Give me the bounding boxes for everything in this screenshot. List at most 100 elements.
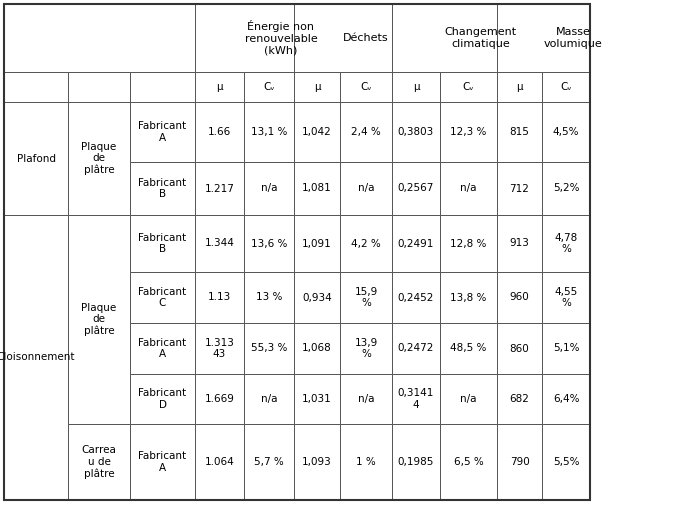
- Bar: [4, 215, 68, 500]
- Text: n/a: n/a: [460, 394, 477, 404]
- Bar: [244, 102, 294, 162]
- Text: Déchets: Déchets: [343, 33, 389, 43]
- Text: 6,5 %: 6,5 %: [453, 457, 484, 467]
- Text: n/a: n/a: [261, 394, 277, 404]
- Text: 12,3 %: 12,3 %: [450, 127, 486, 137]
- Text: 1.344: 1.344: [204, 238, 235, 248]
- Bar: [130, 162, 195, 215]
- Text: Fabricant
A: Fabricant A: [139, 451, 187, 473]
- Text: 0,2472: 0,2472: [398, 344, 434, 353]
- Text: 1,081: 1,081: [302, 184, 332, 194]
- Text: Fabricant
B: Fabricant B: [139, 233, 187, 255]
- Bar: [440, 323, 497, 374]
- Text: 790: 790: [510, 457, 530, 467]
- Text: 815: 815: [510, 127, 530, 137]
- Bar: [392, 272, 440, 323]
- Text: 1,091: 1,091: [302, 238, 332, 248]
- Bar: [244, 215, 294, 272]
- Bar: [542, 272, 590, 323]
- Text: 860: 860: [510, 344, 530, 353]
- Text: 0,934: 0,934: [302, 293, 332, 303]
- Bar: [244, 424, 294, 500]
- Text: Cᵥ: Cᵥ: [560, 82, 572, 92]
- Bar: [294, 72, 340, 102]
- Text: 1,068: 1,068: [302, 344, 332, 353]
- Bar: [294, 272, 340, 323]
- Bar: [440, 374, 497, 424]
- Bar: [392, 4, 497, 72]
- Bar: [392, 323, 440, 374]
- Text: n/a: n/a: [358, 184, 375, 194]
- Bar: [542, 72, 590, 102]
- Bar: [440, 215, 497, 272]
- Bar: [340, 272, 392, 323]
- Text: 1.064: 1.064: [204, 457, 235, 467]
- Text: µ: µ: [314, 82, 320, 92]
- Text: µ: µ: [413, 82, 419, 92]
- Bar: [294, 4, 392, 72]
- Bar: [130, 215, 195, 272]
- Bar: [130, 72, 195, 102]
- Bar: [392, 374, 440, 424]
- Text: Fabricant
C: Fabricant C: [139, 286, 187, 308]
- Bar: [130, 374, 195, 424]
- Text: Changement
climatique: Changement climatique: [445, 27, 517, 49]
- Text: Carrea
u de
plâtre: Carrea u de plâtre: [82, 445, 117, 479]
- Bar: [244, 374, 294, 424]
- Text: 0,2452: 0,2452: [398, 293, 434, 303]
- Bar: [294, 424, 340, 500]
- Text: 5,2%: 5,2%: [553, 184, 579, 194]
- Text: 0,3803: 0,3803: [398, 127, 434, 137]
- Bar: [340, 424, 392, 500]
- Bar: [392, 215, 440, 272]
- Bar: [340, 215, 392, 272]
- Bar: [440, 162, 497, 215]
- Text: µ: µ: [516, 82, 523, 92]
- Text: 1.66: 1.66: [208, 127, 231, 137]
- Bar: [440, 102, 497, 162]
- Text: 1,031: 1,031: [302, 394, 332, 404]
- Bar: [4, 72, 68, 102]
- Text: Fabricant
A: Fabricant A: [139, 121, 187, 143]
- Text: 4,5%: 4,5%: [553, 127, 579, 137]
- Bar: [440, 272, 497, 323]
- Bar: [244, 323, 294, 374]
- Bar: [68, 215, 130, 424]
- Bar: [440, 72, 497, 102]
- Bar: [294, 215, 340, 272]
- Bar: [195, 102, 244, 162]
- Text: Plafond: Plafond: [16, 154, 56, 163]
- Bar: [392, 162, 440, 215]
- Bar: [542, 424, 590, 500]
- Bar: [4, 4, 590, 500]
- Bar: [542, 215, 590, 272]
- Text: 15,9
%: 15,9 %: [355, 286, 377, 308]
- Text: Plaque
de
plâtre: Plaque de plâtre: [82, 303, 117, 337]
- Text: Masse
volumique: Masse volumique: [543, 27, 602, 49]
- Text: 1 %: 1 %: [356, 457, 376, 467]
- Bar: [195, 323, 244, 374]
- Bar: [195, 215, 244, 272]
- Text: 0,2567: 0,2567: [398, 184, 434, 194]
- Bar: [542, 162, 590, 215]
- Bar: [542, 323, 590, 374]
- Bar: [497, 374, 542, 424]
- Text: 1.217: 1.217: [204, 184, 235, 194]
- Bar: [195, 72, 244, 102]
- Bar: [244, 272, 294, 323]
- Text: 12,8 %: 12,8 %: [450, 238, 486, 248]
- Text: 0,2491: 0,2491: [398, 238, 434, 248]
- Text: n/a: n/a: [358, 394, 375, 404]
- Bar: [340, 72, 392, 102]
- Bar: [497, 102, 542, 162]
- Text: 48,5 %: 48,5 %: [450, 344, 486, 353]
- Text: µ: µ: [216, 82, 223, 92]
- Bar: [244, 72, 294, 102]
- Bar: [4, 4, 195, 72]
- Text: n/a: n/a: [460, 184, 477, 194]
- Bar: [195, 424, 244, 500]
- Text: 13,9
%: 13,9 %: [355, 338, 377, 359]
- Bar: [68, 72, 130, 102]
- Text: Fabricant
B: Fabricant B: [139, 177, 187, 199]
- Text: 0,1985: 0,1985: [398, 457, 434, 467]
